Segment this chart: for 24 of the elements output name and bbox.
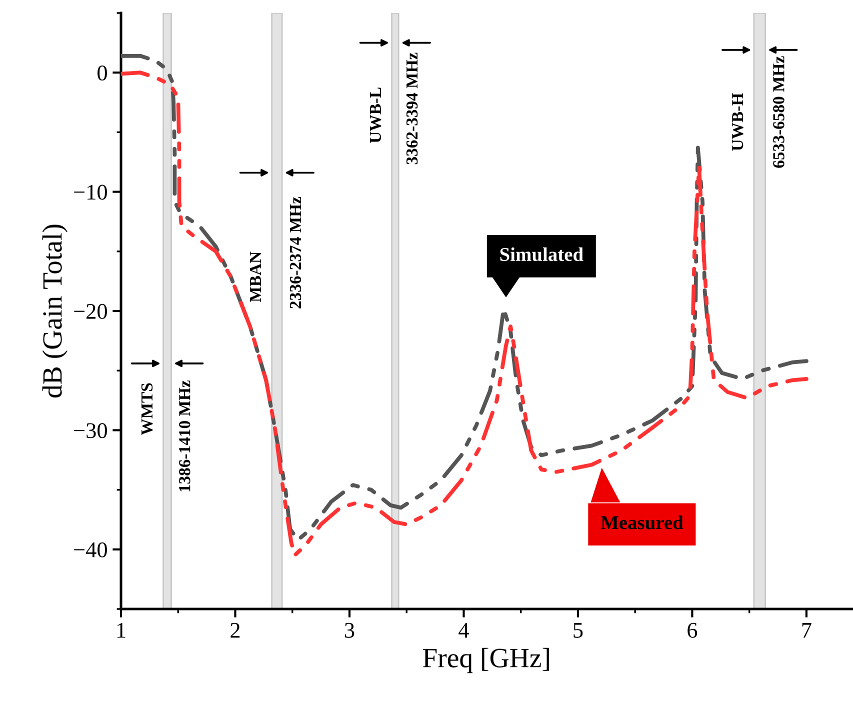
band-label: UWB-L [370,88,382,143]
y-tick-label: −40 [74,542,107,558]
x-tick-label: 2 [230,622,240,638]
band-label: MBAN [250,252,262,302]
x-tick-label: 5 [574,623,583,638]
y-tick-label: −30 [74,423,107,438]
y-tick-label: −20 [74,304,107,319]
annotation: Simulated [500,247,584,262]
x-axis-title: Freq [GHz] [422,648,549,674]
x-tick-label: 7 [802,623,812,638]
x-tick-label: 6 [688,622,698,638]
band-label: UWB-H [732,93,744,151]
annotation: Measured [600,516,684,530]
x-tick-label: 1 [117,622,126,638]
annotation: 3362-3394 MHz [406,52,418,164]
annotation: 2336-2374 MHz [290,196,302,308]
annotation: 6533-6580 MHz [773,56,784,168]
band-label: WMTS [141,383,153,436]
y-tick-label: 0 [98,66,107,81]
x-tick-label: 3 [344,622,354,638]
x-tick-label: 4 [458,622,469,638]
y-tick-label: −10 [74,184,107,200]
annotation: 1386-1410 MHz [179,380,190,492]
y-axis-title: dB (Gain Total) [42,224,68,398]
